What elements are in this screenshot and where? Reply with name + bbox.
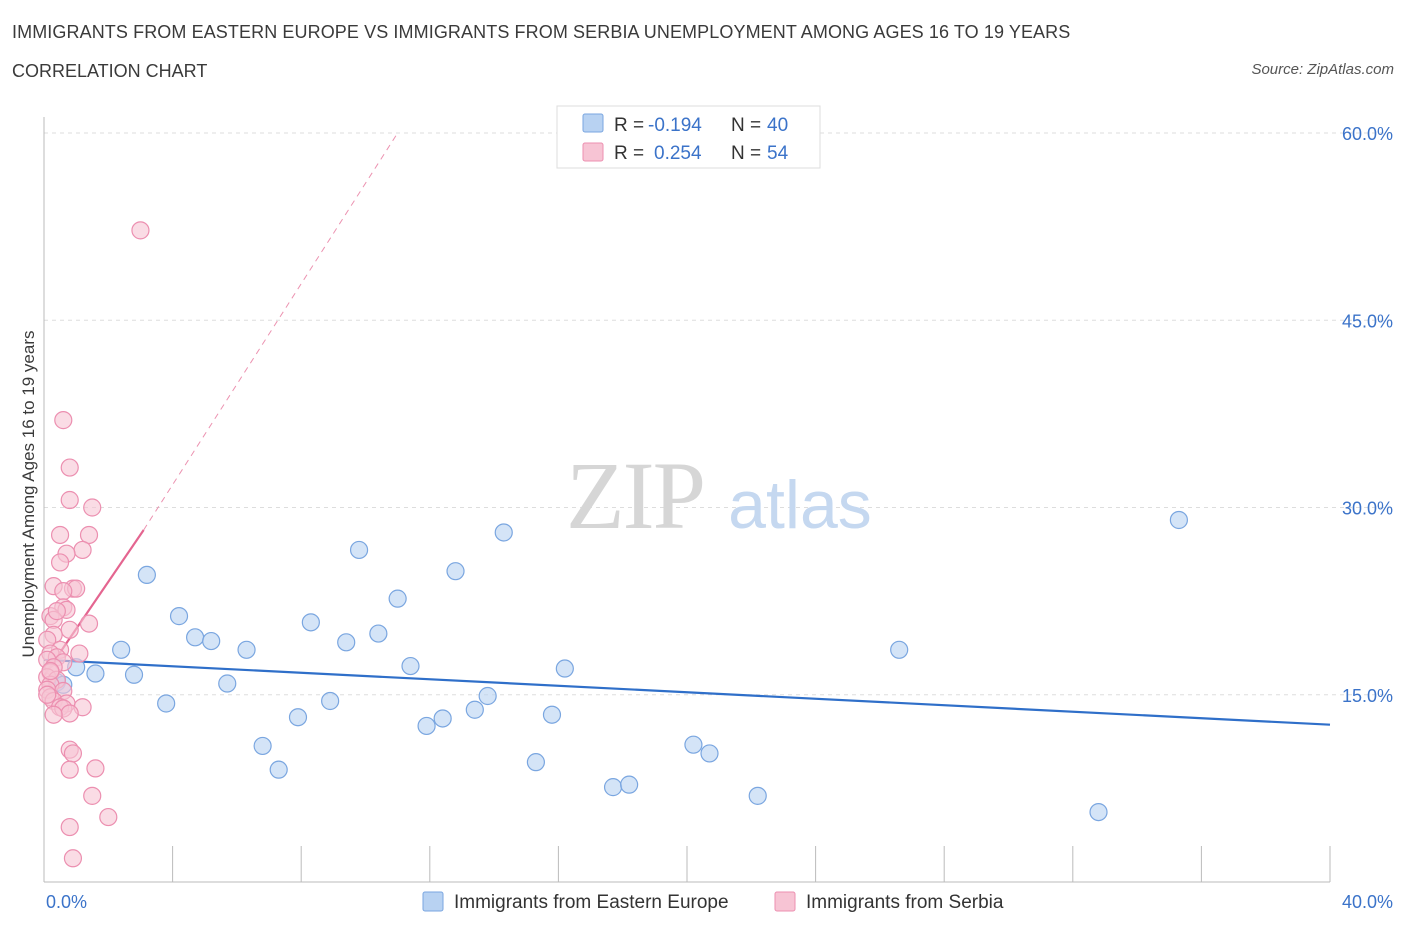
point-eastern-europe-37 xyxy=(1169,510,1188,530)
point-serbia-49 xyxy=(60,817,79,837)
point-serbia-46 xyxy=(86,759,105,778)
point-eastern-europe-21 xyxy=(417,716,436,736)
point-eastern-europe-28 xyxy=(542,705,562,724)
watermark-zip: ZIP xyxy=(566,442,704,549)
point-serbia-2 xyxy=(60,458,79,477)
point-eastern-europe-16 xyxy=(337,633,356,652)
point-eastern-europe-36 xyxy=(1089,802,1108,822)
chart-subtitle: CORRELATION CHART xyxy=(12,61,208,81)
legend-swatch-serbia xyxy=(774,891,796,912)
y-tick-label-0: 15.0% xyxy=(1342,686,1393,706)
stats-legend-swatch-pink xyxy=(582,142,604,162)
stats-n-value-2: 54 xyxy=(767,143,789,164)
point-eastern-europe-31 xyxy=(620,775,639,794)
point-serbia-52 xyxy=(38,685,57,704)
axes xyxy=(43,117,1331,883)
point-eastern-europe-5 xyxy=(157,694,176,713)
point-eastern-europe-10 xyxy=(237,640,256,659)
stats-legend: R = -0.194 N = 40 R = 0.254 N = 54 xyxy=(556,105,821,169)
point-serbia-0 xyxy=(131,221,150,240)
point-eastern-europe-23 xyxy=(446,562,465,581)
point-eastern-europe-12 xyxy=(269,760,288,779)
stats-r-value-1: -0.194 xyxy=(648,115,702,136)
point-eastern-europe-35 xyxy=(890,640,909,659)
trend-line-0 xyxy=(43,658,1331,726)
point-eastern-europe-33 xyxy=(700,744,719,763)
y-tick-label-3: 60.0% xyxy=(1342,124,1393,144)
point-eastern-europe-6 xyxy=(169,607,189,626)
point-eastern-europe-34 xyxy=(748,786,767,805)
stats-r-label-1: R = xyxy=(614,115,644,136)
point-serbia-6 xyxy=(79,525,99,545)
point-eastern-europe-25 xyxy=(478,686,497,706)
point-eastern-europe-8 xyxy=(202,631,221,651)
point-serbia-53 xyxy=(47,602,66,621)
point-eastern-europe-17 xyxy=(349,540,369,560)
point-serbia-3 xyxy=(60,490,79,510)
stats-legend-swatch-blue xyxy=(582,113,604,133)
point-serbia-23 xyxy=(70,644,89,663)
point-serbia-50 xyxy=(63,849,83,868)
point-serbia-5 xyxy=(50,525,70,545)
point-eastern-europe-15 xyxy=(321,691,340,711)
point-eastern-europe-29 xyxy=(555,659,574,678)
point-serbia-13 xyxy=(54,582,73,601)
point-eastern-europe-19 xyxy=(388,589,407,608)
point-serbia-1 xyxy=(54,411,73,430)
point-eastern-europe-26 xyxy=(494,523,513,542)
grid-lines xyxy=(44,132,1395,696)
point-serbia-47 xyxy=(83,786,102,805)
legend-swatch-eastern-europe xyxy=(422,891,444,912)
stats-n-label-2: N = xyxy=(731,143,761,164)
point-serbia-7 xyxy=(73,540,92,560)
data-points xyxy=(38,221,1188,868)
watermark: ZIP atlas xyxy=(566,442,872,549)
stats-n-value-1: 40 xyxy=(767,115,788,136)
point-serbia-18 xyxy=(79,614,99,633)
point-eastern-europe-30 xyxy=(603,778,623,797)
point-eastern-europe-20 xyxy=(401,656,420,676)
point-eastern-europe-27 xyxy=(526,753,545,772)
point-serbia-51 xyxy=(41,661,60,681)
bottom-legend: Immigrants from Eastern Europe Immigrant… xyxy=(422,891,1004,913)
point-eastern-europe-18 xyxy=(369,624,388,643)
point-eastern-europe-9 xyxy=(218,674,237,693)
point-serbia-48 xyxy=(99,807,118,827)
point-serbia-4 xyxy=(83,498,102,517)
x-tick-label-end: 40.0% xyxy=(1342,892,1393,912)
legend-label-serbia: Immigrants from Serbia xyxy=(806,892,1004,913)
point-eastern-europe-4 xyxy=(137,565,156,585)
chart-title: IMMIGRANTS FROM EASTERN EUROPE VS IMMIGR… xyxy=(12,22,1071,42)
point-serbia-19 xyxy=(60,620,79,639)
trend-line-2 xyxy=(143,132,399,531)
point-eastern-europe-13 xyxy=(288,708,308,727)
y-axis-label: Unemployment Among Ages 16 to 19 years xyxy=(19,331,38,658)
tick-labels: 15.0% 30.0% 45.0% 60.0% 0.0% 40.0% xyxy=(46,124,1393,912)
point-serbia-44 xyxy=(63,744,83,763)
point-eastern-europe-3 xyxy=(124,665,144,684)
point-eastern-europe-14 xyxy=(301,613,320,632)
stats-r-value-2: 0.254 xyxy=(654,143,702,164)
point-serbia-41 xyxy=(60,704,79,723)
trend-lines xyxy=(43,132,1331,726)
point-eastern-europe-32 xyxy=(684,735,703,754)
point-serbia-42 xyxy=(44,705,63,724)
legend-label-eastern-europe: Immigrants from Eastern Europe xyxy=(454,892,729,913)
point-eastern-europe-1 xyxy=(86,664,105,683)
point-serbia-9 xyxy=(50,553,70,572)
point-eastern-europe-24 xyxy=(465,700,484,719)
stats-r-label-2: R = xyxy=(614,143,644,164)
source-label: Source: ZipAtlas.com xyxy=(1251,61,1394,78)
stats-n-label-1: N = xyxy=(731,115,761,136)
watermark-atlas: atlas xyxy=(728,467,872,543)
y-tick-label-1: 30.0% xyxy=(1342,499,1393,519)
point-eastern-europe-11 xyxy=(253,736,272,756)
point-eastern-europe-2 xyxy=(112,640,131,659)
y-tick-label-2: 45.0% xyxy=(1342,311,1393,331)
x-tick-label-start: 0.0% xyxy=(46,892,87,912)
point-eastern-europe-7 xyxy=(186,628,205,647)
point-serbia-45 xyxy=(60,760,79,779)
point-eastern-europe-22 xyxy=(433,709,452,728)
